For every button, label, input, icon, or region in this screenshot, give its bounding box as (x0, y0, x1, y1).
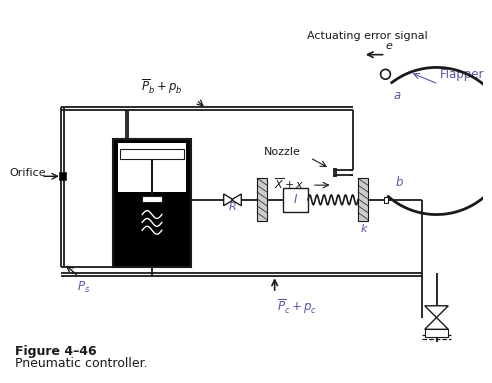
Bar (59, 172, 66, 180)
Text: $\overline{P}_c+p_c$: $\overline{P}_c+p_c$ (277, 297, 317, 316)
Text: Pneumatic controller.: Pneumatic controller. (15, 357, 147, 370)
Bar (142, 196, 162, 202)
Bar (257, 178, 267, 221)
Text: R: R (229, 201, 236, 212)
Bar (118, 143, 186, 194)
Bar (358, 178, 368, 221)
Bar (384, 197, 389, 203)
Text: b: b (395, 176, 403, 189)
Polygon shape (232, 194, 241, 206)
Text: Orifice: Orifice (10, 169, 46, 178)
Text: Figure 4–46: Figure 4–46 (15, 345, 96, 358)
Text: Flapper: Flapper (439, 68, 484, 81)
Text: $P_s$: $P_s$ (77, 280, 90, 295)
Bar (113, 139, 191, 267)
Bar (425, 329, 448, 337)
Text: k: k (361, 224, 368, 234)
Text: e: e (386, 41, 393, 51)
Text: a: a (393, 89, 400, 102)
Bar (120, 149, 184, 159)
Bar (118, 192, 186, 196)
Bar (282, 188, 308, 212)
Text: Nozzle: Nozzle (264, 147, 301, 157)
Text: Actuating error signal: Actuating error signal (308, 31, 428, 41)
Polygon shape (425, 318, 448, 329)
Text: $\overline{P}_b+p_b$: $\overline{P}_b+p_b$ (141, 77, 183, 96)
Polygon shape (224, 194, 234, 206)
Text: $\overline{X}+x$: $\overline{X}+x$ (274, 176, 304, 190)
Text: I: I (294, 193, 297, 206)
Polygon shape (425, 306, 448, 318)
Circle shape (381, 69, 391, 79)
